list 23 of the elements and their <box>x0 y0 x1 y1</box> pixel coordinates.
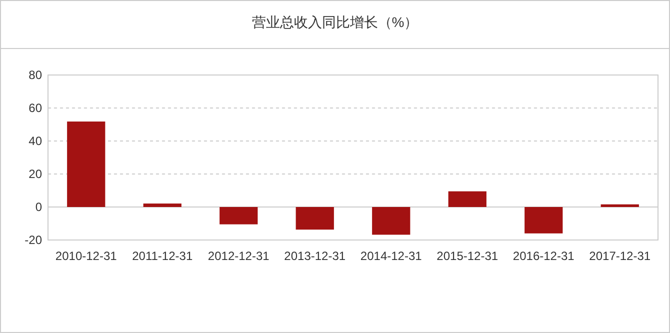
bar <box>372 207 410 235</box>
y-tick-label: 60 <box>28 101 42 116</box>
y-tick-label: 80 <box>28 68 42 82</box>
bar <box>67 122 106 207</box>
y-tick-label: 40 <box>28 134 42 148</box>
y-tick-label: 20 <box>28 167 42 182</box>
bar <box>296 207 334 230</box>
bar <box>600 204 639 207</box>
x-tick-label: 2017-12-31 <box>589 249 651 263</box>
x-tick-label: 2012-12-31 <box>208 249 270 263</box>
chart-title: 营业总收入同比增长（%） <box>252 14 418 30</box>
bar <box>524 207 563 234</box>
x-tick-label: 2015-12-31 <box>436 249 498 263</box>
x-tick-label: 2010-12-31 <box>55 249 118 263</box>
x-tick-label: 2014-12-31 <box>360 249 422 263</box>
bar <box>143 204 182 207</box>
y-tick-label: 0 <box>35 200 42 214</box>
x-tick-label: 2016-12-31 <box>512 249 575 263</box>
y-tick-label: -20 <box>24 233 42 248</box>
x-tick-label: 2013-12-31 <box>284 249 346 263</box>
x-tick-label: 2011-12-31 <box>132 249 193 263</box>
bar <box>448 191 486 207</box>
bar <box>220 207 258 224</box>
